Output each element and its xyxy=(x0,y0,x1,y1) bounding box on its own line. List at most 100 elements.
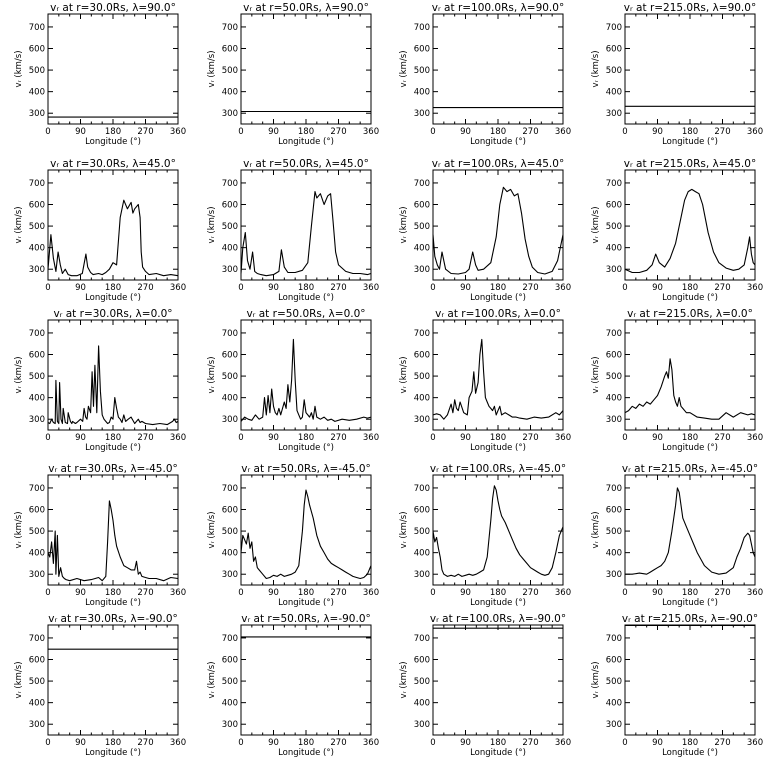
x-axis-label: Longitude (°) xyxy=(470,598,526,608)
y-axis-label: vᵣ (km/s) xyxy=(399,661,409,698)
y-axis-label: vᵣ (km/s) xyxy=(207,206,217,243)
y-axis-label: vᵣ (km/s) xyxy=(14,511,24,548)
x-tick-label: 270 xyxy=(522,588,538,598)
panel-title: vᵣ at r=50.0Rs, λ=90.0° xyxy=(243,2,369,14)
y-tick-label: 600 xyxy=(414,45,430,55)
y-tick-label: 400 xyxy=(414,88,430,98)
y-tick-label: 700 xyxy=(29,484,45,494)
x-tick-label: 360 xyxy=(555,433,571,443)
y-tick-label: 300 xyxy=(606,265,622,275)
x-tick-label: 360 xyxy=(747,738,763,748)
y-tick-label: 400 xyxy=(606,88,622,98)
y-tick-label: 300 xyxy=(29,109,45,119)
x-axis-label: Longitude (°) xyxy=(662,598,718,608)
y-tick-label: 300 xyxy=(414,109,430,119)
y-tick-label: 400 xyxy=(29,549,45,559)
x-tick-label: 270 xyxy=(522,433,538,443)
y-tick-label: 700 xyxy=(29,23,45,33)
x-tick-label: 90 xyxy=(652,433,663,443)
panel-8: vᵣ at r=30.0Rs, λ=0.0° 0 90 180 270 360 300 400… xyxy=(14,308,186,453)
x-tick-label: 360 xyxy=(747,283,763,293)
y-tick-label: 700 xyxy=(29,634,45,644)
y-tick-label: 400 xyxy=(606,394,622,404)
y-axis-label: vᵣ (km/s) xyxy=(14,50,24,87)
series-line xyxy=(240,191,372,277)
x-tick-label: 0 xyxy=(238,588,243,598)
panel-title: vᵣ at r=215.0Rs, λ=0.0° xyxy=(627,308,753,320)
x-tick-label: 0 xyxy=(238,433,243,443)
y-tick-label: 300 xyxy=(414,570,430,580)
panel-title: vᵣ at r=30.0Rs, λ=-45.0° xyxy=(48,463,178,475)
x-tick-label: 0 xyxy=(430,588,435,598)
series-line xyxy=(47,500,179,582)
x-tick-label: 360 xyxy=(363,283,379,293)
y-tick-label: 500 xyxy=(606,66,622,76)
y-axis-label: vᵣ (km/s) xyxy=(591,50,601,87)
x-tick-label: 360 xyxy=(747,588,763,598)
y-tick-label: 400 xyxy=(414,549,430,559)
panel-6: vᵣ at r=100.0Rs, λ=45.0° 0 90 180 270 360 300 4… xyxy=(399,158,571,303)
y-tick-label: 400 xyxy=(414,394,430,404)
x-tick-label: 360 xyxy=(555,738,571,748)
plot-frame xyxy=(432,474,564,586)
x-tick-label: 90 xyxy=(460,127,471,137)
x-tick-label: 180 xyxy=(490,433,506,443)
y-tick-label: 400 xyxy=(414,699,430,709)
x-axis-label: Longitude (°) xyxy=(85,748,141,758)
y-tick-label: 300 xyxy=(222,109,238,119)
x-tick-label: 180 xyxy=(682,283,698,293)
y-tick-label: 600 xyxy=(29,45,45,55)
panel-title: vᵣ at r=100.0Rs, λ=-90.0° xyxy=(430,613,566,625)
series-line xyxy=(624,188,756,274)
y-axis-label: vᵣ (km/s) xyxy=(207,356,217,393)
x-tick-label: 0 xyxy=(45,433,50,443)
panel-title: vᵣ at r=100.0Rs, λ=0.0° xyxy=(435,308,561,320)
x-tick-label: 270 xyxy=(714,588,730,598)
x-axis-label: Longitude (°) xyxy=(85,443,141,453)
x-axis-label: Longitude (°) xyxy=(85,293,141,303)
series-line xyxy=(240,338,372,422)
x-tick-label: 90 xyxy=(460,433,471,443)
x-tick-label: 0 xyxy=(45,127,50,137)
y-tick-label: 400 xyxy=(222,88,238,98)
series-line xyxy=(432,338,564,420)
x-tick-label: 360 xyxy=(363,127,379,137)
y-tick-label: 500 xyxy=(414,527,430,537)
x-tick-label: 270 xyxy=(714,738,730,748)
x-tick-label: 90 xyxy=(75,738,86,748)
plot-frame xyxy=(47,13,179,125)
y-tick-label: 500 xyxy=(606,372,622,382)
y-tick-label: 500 xyxy=(606,677,622,687)
x-tick-label: 180 xyxy=(490,283,506,293)
x-tick-label: 0 xyxy=(622,738,627,748)
y-tick-label: 700 xyxy=(414,634,430,644)
x-tick-label: 360 xyxy=(363,738,379,748)
x-tick-label: 270 xyxy=(330,127,346,137)
y-tick-label: 300 xyxy=(222,720,238,730)
y-tick-label: 700 xyxy=(606,23,622,33)
y-axis-label: vᵣ (km/s) xyxy=(14,661,24,698)
x-tick-label: 0 xyxy=(45,738,50,748)
y-tick-label: 600 xyxy=(222,506,238,516)
y-axis-label: vᵣ (km/s) xyxy=(591,206,601,243)
x-tick-label: 90 xyxy=(460,738,471,748)
y-tick-label: 300 xyxy=(222,265,238,275)
panel-1: vᵣ at r=50.0Rs, λ=90.0° 0 90 180 270 360 300 40… xyxy=(207,2,379,147)
plot-frame xyxy=(47,624,179,736)
x-tick-label: 360 xyxy=(170,738,186,748)
panel-16: vᵣ at r=30.0Rs, λ=-90.0° 0 90 180 270 360 300 4… xyxy=(14,613,186,758)
y-tick-label: 600 xyxy=(222,45,238,55)
series-line xyxy=(625,487,756,575)
y-tick-label: 600 xyxy=(606,45,622,55)
panel-14: vᵣ at r=100.0Rs, λ=-45.0° 0 90 180 270 360 300… xyxy=(399,463,571,608)
x-tick-label: 270 xyxy=(522,738,538,748)
y-tick-label: 500 xyxy=(222,222,238,232)
y-tick-label: 300 xyxy=(606,415,622,425)
panel-7: vᵣ at r=215.0Rs, λ=45.0° 0 90 180 270 360 300 4… xyxy=(591,158,763,303)
x-tick-label: 90 xyxy=(460,283,471,293)
panel-title: vᵣ at r=30.0Rs, λ=90.0° xyxy=(50,2,176,14)
x-tick-label: 0 xyxy=(622,433,627,443)
x-tick-label: 180 xyxy=(298,738,314,748)
y-tick-label: 300 xyxy=(414,720,430,730)
